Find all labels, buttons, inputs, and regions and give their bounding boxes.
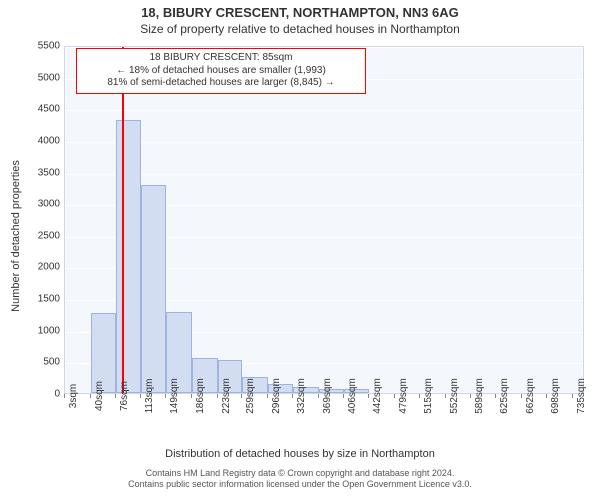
chart-title: 18, BIBURY CRESCENT, NORTHAMPTON, NN3 6A… <box>0 5 600 20</box>
x-tick-mark <box>241 394 242 398</box>
y-tick-label: 0 <box>20 389 60 400</box>
x-tick-label: 3sqm <box>68 366 79 426</box>
x-tick-label: 662sqm <box>525 366 536 426</box>
x-tick-label: 76sqm <box>119 366 130 426</box>
x-tick-mark <box>521 394 522 398</box>
x-tick-mark <box>394 394 395 398</box>
x-tick-label: 259sqm <box>245 366 256 426</box>
x-tick-mark <box>90 394 91 398</box>
y-tick-label: 1000 <box>20 325 60 336</box>
y-tick-label: 3500 <box>20 167 60 178</box>
histogram-bar <box>116 120 142 393</box>
y-tick-label: 2000 <box>20 262 60 273</box>
x-tick-mark <box>343 394 344 398</box>
x-tick-mark <box>495 394 496 398</box>
x-tick-mark <box>115 394 116 398</box>
x-tick-label: 552sqm <box>449 366 460 426</box>
property-marker-line <box>122 47 124 393</box>
y-tick-label: 2500 <box>20 230 60 241</box>
x-tick-label: 698sqm <box>550 366 561 426</box>
x-tick-mark <box>318 394 319 398</box>
y-tick-label: 4000 <box>20 135 60 146</box>
annotation-line: 81% of semi-detached houses are larger (… <box>83 77 359 90</box>
x-tick-mark <box>419 394 420 398</box>
x-tick-mark <box>470 394 471 398</box>
x-tick-mark <box>64 394 65 398</box>
x-tick-mark <box>445 394 446 398</box>
y-tick-label: 3000 <box>20 199 60 210</box>
x-tick-label: 515sqm <box>423 366 434 426</box>
x-tick-label: 186sqm <box>195 366 206 426</box>
x-tick-mark <box>368 394 369 398</box>
x-tick-mark <box>572 394 573 398</box>
gridline <box>65 110 583 111</box>
x-tick-mark <box>292 394 293 398</box>
footer-line-1: Contains HM Land Registry data © Crown c… <box>0 468 600 479</box>
y-tick-label: 5000 <box>20 72 60 83</box>
x-tick-label: 369sqm <box>322 366 333 426</box>
plot-area <box>64 46 584 394</box>
histogram-bar <box>141 185 166 393</box>
x-tick-label: 296sqm <box>271 366 282 426</box>
x-tick-label: 735sqm <box>576 366 587 426</box>
y-tick-label: 5500 <box>20 41 60 52</box>
gridline <box>65 142 583 143</box>
chart-subtitle: Size of property relative to detached ho… <box>0 22 600 36</box>
x-axis-label: Distribution of detached houses by size … <box>0 448 600 460</box>
annotation-box: 18 BIBURY CRESCENT: 85sqm← 18% of detach… <box>76 48 366 94</box>
annotation-line: ← 18% of detached houses are smaller (1,… <box>83 65 359 78</box>
x-tick-mark <box>217 394 218 398</box>
y-tick-label: 4500 <box>20 104 60 115</box>
x-tick-label: 589sqm <box>474 366 485 426</box>
footer-attribution: Contains HM Land Registry data © Crown c… <box>0 468 600 491</box>
x-tick-label: 149sqm <box>169 366 180 426</box>
x-tick-label: 406sqm <box>347 366 358 426</box>
x-tick-mark <box>140 394 141 398</box>
x-tick-mark <box>165 394 166 398</box>
x-tick-label: 442sqm <box>372 366 383 426</box>
x-tick-label: 479sqm <box>398 366 409 426</box>
x-tick-label: 40sqm <box>94 366 105 426</box>
x-tick-mark <box>546 394 547 398</box>
page: 18, BIBURY CRESCENT, NORTHAMPTON, NN3 6A… <box>0 0 600 500</box>
y-tick-label: 500 <box>20 357 60 368</box>
x-tick-label: 223sqm <box>221 366 232 426</box>
y-tick-label: 1500 <box>20 294 60 305</box>
footer-line-2: Contains public sector information licen… <box>0 479 600 490</box>
x-tick-label: 625sqm <box>499 366 510 426</box>
gridline <box>65 174 583 175</box>
x-tick-label: 332sqm <box>296 366 307 426</box>
x-tick-label: 113sqm <box>144 366 155 426</box>
x-tick-mark <box>191 394 192 398</box>
x-tick-mark <box>267 394 268 398</box>
annotation-line: 18 BIBURY CRESCENT: 85sqm <box>83 52 359 65</box>
